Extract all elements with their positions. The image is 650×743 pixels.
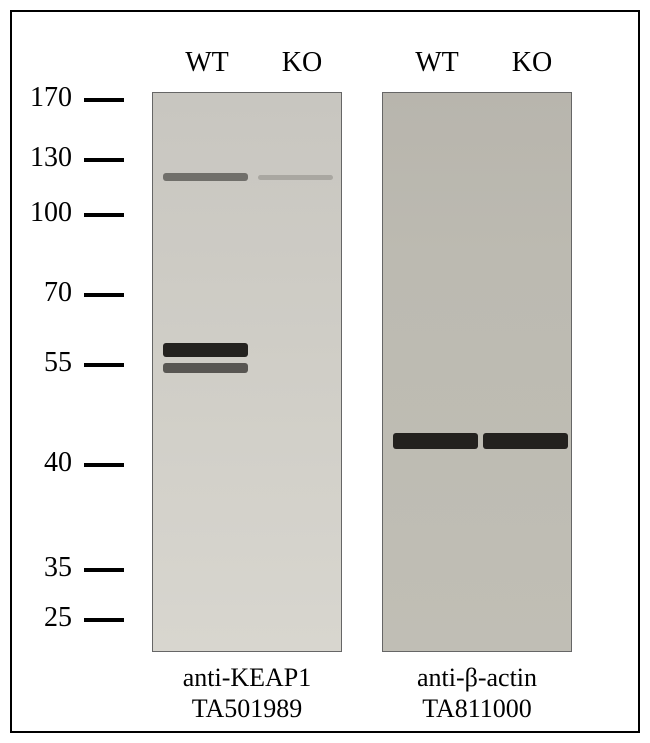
mw-tick-130 <box>84 158 124 162</box>
mw-tick-170 <box>84 98 124 102</box>
panel-label-actin-line2: TA811000 <box>382 693 572 724</box>
panel-label-actin: anti-β-actin TA811000 <box>382 662 572 724</box>
mw-label-25: 25 <box>22 602 72 634</box>
mw-tick-55 <box>84 363 124 367</box>
lane-header-right-wt: WT <box>407 47 467 79</box>
mw-tick-70 <box>84 293 124 297</box>
panel-label-keap1-line2: TA501989 <box>152 693 342 724</box>
blot-panel-actin <box>382 92 572 652</box>
figure-border: 170 130 100 70 55 40 35 25 WT KO WT KO <box>10 10 640 733</box>
band-keap1-wt-upper <box>163 173 248 181</box>
lane-header-left-ko: KO <box>272 47 332 79</box>
lane-header-right-ko: KO <box>502 47 562 79</box>
blot-area: 170 130 100 70 55 40 35 25 WT KO WT KO <box>22 32 632 722</box>
band-actin-ko <box>483 433 568 449</box>
mw-label-40: 40 <box>22 447 72 479</box>
panel-label-actin-line1: anti-β-actin <box>382 662 572 693</box>
band-keap1-wt-main <box>163 343 248 357</box>
mw-tick-25 <box>84 618 124 622</box>
panel-label-keap1: anti-KEAP1 TA501989 <box>152 662 342 724</box>
panel-label-keap1-line1: anti-KEAP1 <box>152 662 342 693</box>
mw-label-35: 35 <box>22 552 72 584</box>
band-actin-wt <box>393 433 478 449</box>
band-keap1-wt-secondary <box>163 363 248 373</box>
mw-label-100: 100 <box>22 197 72 229</box>
mw-tick-40 <box>84 463 124 467</box>
mw-label-130: 130 <box>22 142 72 174</box>
mw-tick-35 <box>84 568 124 572</box>
mw-label-70: 70 <box>22 277 72 309</box>
band-keap1-ko-upper <box>258 175 333 180</box>
lane-header-left-wt: WT <box>177 47 237 79</box>
mw-tick-100 <box>84 213 124 217</box>
blot-panel-keap1 <box>152 92 342 652</box>
mw-label-170: 170 <box>22 82 72 114</box>
mw-label-55: 55 <box>22 347 72 379</box>
